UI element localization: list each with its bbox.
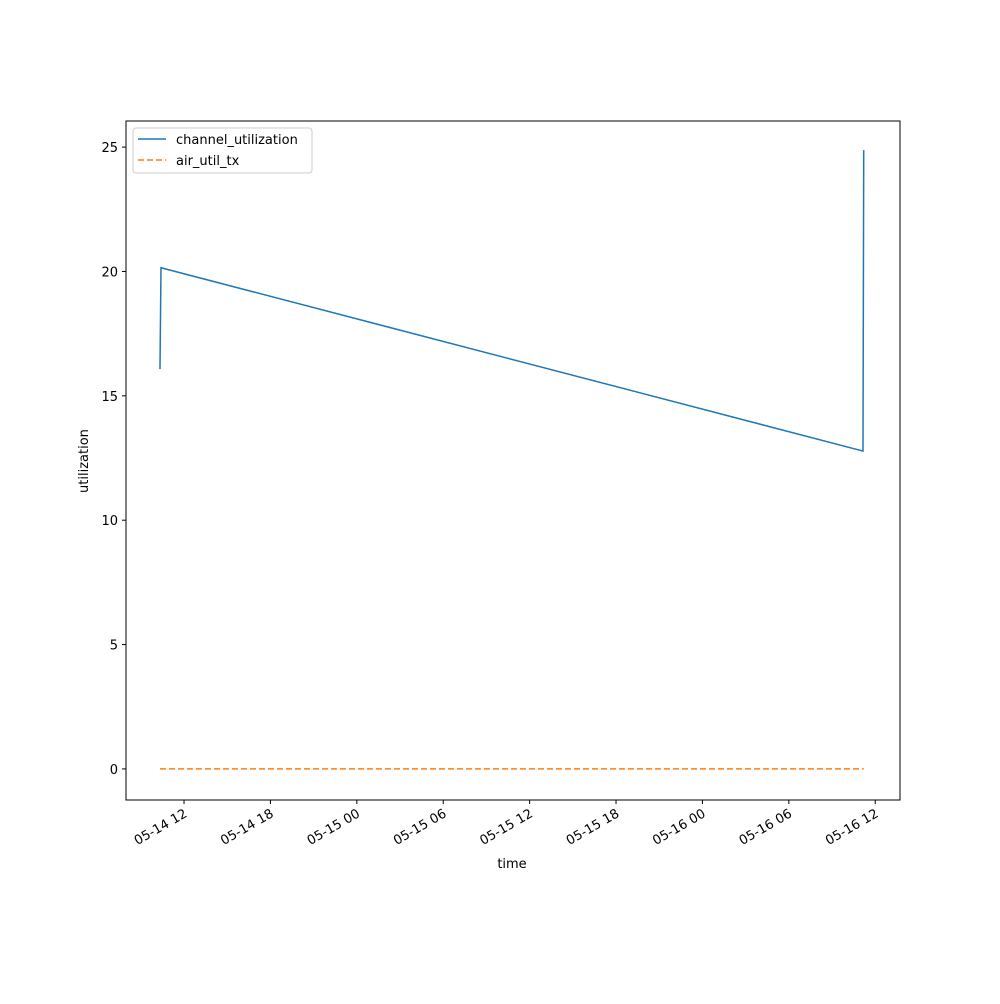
y-tick-label: 5 xyxy=(110,639,118,654)
x-axis-label: time xyxy=(497,857,526,872)
x-tick-label: 05-14 18 xyxy=(218,806,276,848)
legend-box xyxy=(132,127,313,174)
legend-label: air_util_tx xyxy=(176,154,240,169)
x-tick-label: 05-16 06 xyxy=(737,806,795,848)
x-tick-label: 05-15 12 xyxy=(478,806,536,848)
x-tick-label: 05-15 18 xyxy=(564,806,622,848)
x-tick-label: 05-16 00 xyxy=(650,806,708,848)
y-tick-label: 15 xyxy=(101,390,118,405)
y-axis-label: utilization xyxy=(77,429,92,493)
x-tick-label: 05-14 12 xyxy=(132,806,190,848)
legend-label: channel_utilization xyxy=(176,133,298,148)
x-tick-label: 05-16 12 xyxy=(823,806,881,848)
plot-area xyxy=(125,120,901,801)
y-tick-label: 25 xyxy=(101,141,118,156)
y-tick-label: 20 xyxy=(101,265,118,280)
series-line xyxy=(159,150,865,453)
y-tick-label: 0 xyxy=(110,763,118,778)
x-tick-label: 05-15 06 xyxy=(391,806,449,848)
y-tick-label: 10 xyxy=(101,514,118,529)
x-tick-label: 05-15 00 xyxy=(305,806,363,848)
